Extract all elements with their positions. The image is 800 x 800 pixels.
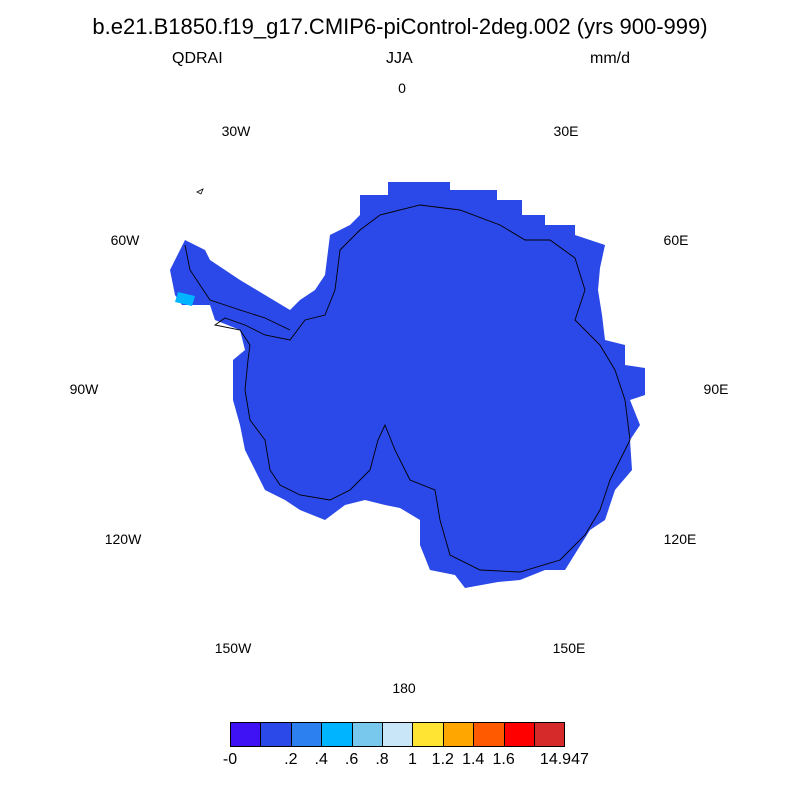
colorbar-label: 14.947 (539, 751, 589, 768)
lon-label-150w: 150W (214, 640, 252, 656)
colorbar-label: .8 (375, 751, 389, 768)
lon-label-180: 180 (392, 680, 416, 696)
lon-label-120e: 120E (663, 531, 697, 547)
colorbar-box-3 (322, 723, 353, 746)
lon-label-30e: 30E (553, 123, 579, 139)
lon-label-30w: 30W (221, 123, 251, 139)
coastline (184, 204, 631, 573)
colorbar (230, 722, 566, 747)
antarctica-field (170, 182, 645, 588)
lon-label-90e: 90E (703, 381, 729, 397)
colorbar-box-1 (261, 723, 292, 746)
lon-label-60w: 60W (110, 232, 140, 248)
colorbar-label: .6 (344, 751, 359, 768)
highlight-cell (175, 292, 195, 306)
colorbar-box-6 (413, 723, 444, 746)
colorbar-box-5 (382, 723, 414, 746)
small-island (196, 188, 204, 195)
colorbar-box-0 (231, 723, 262, 746)
colorbar-label: .4 (314, 751, 328, 768)
lon-label-90w: 90W (69, 381, 99, 397)
colorbar-label: 1.6 (492, 751, 515, 768)
lon-label-60e: 60E (663, 232, 689, 248)
plot-title: b.e21.B1850.f19_g17.CMIP6-piControl-2deg… (92, 14, 708, 39)
colorbar-label: -0 (222, 751, 238, 768)
colorbar-box-10 (534, 723, 565, 746)
colorbar-box-9 (504, 723, 535, 746)
colorbar-label: 1.4 (462, 751, 485, 768)
lon-label-120w: 120W (104, 531, 142, 547)
colorbar-box-7 (443, 723, 475, 746)
lon-label-150e: 150E (552, 640, 586, 656)
colorbar-box-2 (291, 723, 323, 746)
season-label: JJA (386, 50, 413, 67)
variable-label: QDRAI (172, 50, 223, 67)
colorbar-box-4 (352, 723, 383, 746)
lon-label-0: 0 (398, 80, 406, 96)
colorbar-box-8 (474, 723, 505, 746)
colorbar-label: 1.2 (431, 751, 454, 768)
colorbar-label: 1 (407, 751, 417, 768)
units-label: mm/d (590, 50, 630, 67)
colorbar-label: .2 (284, 751, 298, 768)
